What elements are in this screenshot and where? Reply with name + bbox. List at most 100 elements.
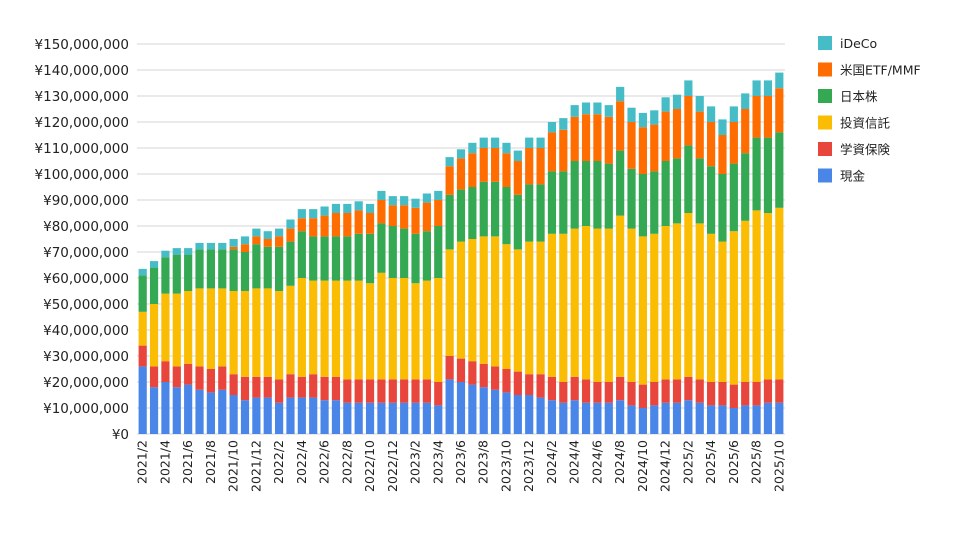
bar-segment bbox=[684, 80, 693, 96]
bar-segment bbox=[354, 402, 363, 434]
y-tick-label: ¥80,000,000 bbox=[43, 219, 129, 235]
bar-segment bbox=[320, 400, 329, 434]
bar-segment bbox=[559, 129, 568, 172]
legend-swatch bbox=[818, 36, 832, 50]
legend-item: 学資保険 bbox=[818, 142, 891, 157]
bar-segment bbox=[479, 363, 488, 388]
bar-segment bbox=[604, 382, 613, 403]
bar-segment bbox=[297, 278, 306, 377]
bar-segment bbox=[581, 402, 591, 434]
x-tick-label: 2025/6 bbox=[726, 440, 741, 484]
bar-segment bbox=[343, 213, 352, 237]
bar-segment bbox=[593, 382, 602, 403]
bar-segment bbox=[650, 124, 659, 172]
x-tick-label: 2021/6 bbox=[180, 440, 195, 484]
bar-segment bbox=[286, 397, 295, 434]
legend-item: 米国ETF/MMF bbox=[818, 62, 921, 78]
bar-segment bbox=[434, 382, 443, 406]
bar-segment bbox=[411, 283, 420, 380]
bar-segment bbox=[763, 96, 773, 138]
legend-label: 投資信託 bbox=[840, 116, 891, 131]
bar-segment bbox=[604, 163, 613, 229]
bar-segment bbox=[684, 96, 693, 146]
bar-segment bbox=[581, 161, 591, 226]
bar-segment bbox=[161, 382, 170, 434]
x-axis-ticks: 2021/2 2021/4 2021/6 2021/8 2021/10 2021/12 20… bbox=[135, 440, 787, 492]
bar-segment bbox=[195, 242, 204, 250]
bar-segment bbox=[729, 163, 738, 232]
bar-segment bbox=[343, 379, 352, 403]
bar-segment bbox=[275, 402, 284, 434]
bar-segment bbox=[729, 408, 738, 434]
bar-segment bbox=[536, 148, 545, 185]
bar-segment bbox=[377, 402, 386, 434]
y-tick-label: ¥0 bbox=[112, 427, 129, 443]
bar-segment bbox=[559, 171, 568, 234]
bar-segment bbox=[138, 268, 147, 276]
bar-segment bbox=[570, 228, 579, 377]
bar-segment bbox=[638, 384, 647, 408]
bar-segment bbox=[422, 202, 431, 232]
bar-segment bbox=[354, 201, 363, 211]
bar-segment bbox=[775, 132, 784, 208]
bar-segment bbox=[718, 382, 727, 406]
bar-segment bbox=[763, 80, 773, 96]
bar-segment bbox=[752, 405, 761, 434]
bar-segment bbox=[286, 285, 295, 375]
bar-segment bbox=[149, 387, 159, 434]
bar-segment bbox=[729, 231, 738, 385]
bar-segment bbox=[741, 382, 750, 406]
bar-segment bbox=[252, 236, 261, 245]
bar-segment bbox=[468, 361, 477, 385]
bar-segment bbox=[377, 190, 386, 200]
bar-segment bbox=[650, 405, 659, 434]
bar-segment bbox=[456, 382, 466, 434]
bar-segment bbox=[411, 198, 420, 208]
bar-segment bbox=[434, 405, 443, 434]
bar-segment bbox=[672, 402, 682, 434]
bar-segment bbox=[491, 389, 500, 434]
bar-segment bbox=[570, 116, 579, 161]
bar-segment bbox=[502, 369, 511, 393]
x-tick-label: 2024/10 bbox=[635, 440, 650, 492]
bar-segment bbox=[161, 293, 170, 362]
bar-segment bbox=[184, 254, 193, 291]
bar-segment bbox=[343, 236, 352, 281]
bar-segment bbox=[456, 189, 466, 242]
bar-segment bbox=[411, 233, 420, 284]
bar-segment bbox=[275, 246, 284, 291]
bar-segment bbox=[741, 153, 750, 221]
bar-segment bbox=[377, 223, 386, 273]
bar-segment bbox=[377, 272, 386, 380]
bar-segment bbox=[570, 400, 579, 434]
bar-segment bbox=[559, 382, 568, 403]
bar-segment bbox=[411, 379, 420, 403]
bar-segment bbox=[138, 311, 147, 346]
bar-segment bbox=[195, 249, 204, 289]
bar-segment bbox=[286, 241, 295, 286]
bar-segment bbox=[365, 233, 375, 284]
bar-segment bbox=[502, 142, 511, 154]
bar-segment bbox=[149, 304, 159, 367]
legend-label: 現金 bbox=[840, 169, 866, 184]
bar-segment bbox=[434, 190, 443, 200]
bar-segment bbox=[525, 184, 534, 242]
bar-segment bbox=[513, 249, 522, 372]
bar-segment bbox=[616, 86, 625, 102]
bar-segment bbox=[263, 397, 272, 434]
bar-segment bbox=[604, 402, 613, 434]
bar-segment bbox=[718, 405, 727, 434]
bar-segment bbox=[229, 291, 238, 375]
bar-segment bbox=[297, 231, 306, 278]
bar-segment bbox=[275, 379, 284, 403]
bar-segment bbox=[536, 137, 545, 148]
legend-label: 米国ETF/MMF bbox=[840, 63, 921, 78]
bar-segment bbox=[695, 223, 704, 380]
bar-segment bbox=[172, 248, 181, 255]
x-tick-label: 2025/8 bbox=[749, 440, 764, 484]
bar-segment bbox=[729, 384, 738, 408]
bar-segment bbox=[365, 213, 375, 234]
bar-segment bbox=[354, 233, 363, 281]
bar-segment bbox=[138, 275, 147, 312]
bar-segment bbox=[491, 137, 500, 148]
